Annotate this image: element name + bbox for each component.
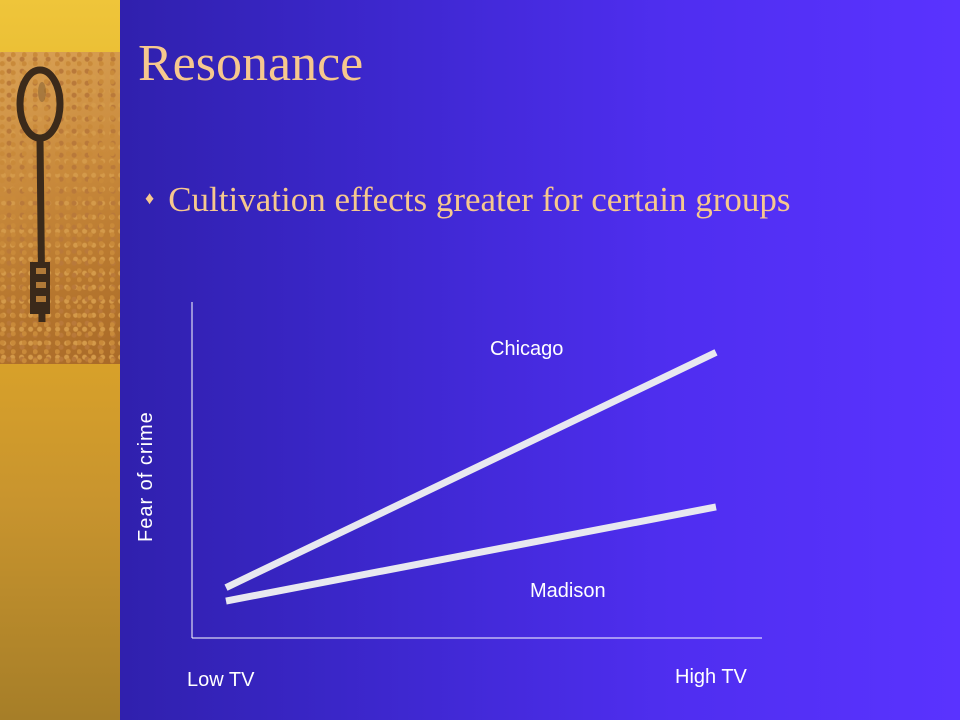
bullet-item: ♦ Cultivation effects greater for certai… (145, 180, 791, 220)
series-line-madison (225, 503, 717, 605)
key-image (0, 52, 120, 364)
x-label-low: Low TV (187, 669, 255, 691)
bullet-text: Cultivation effects greater for certain … (168, 180, 791, 219)
series-label-madison: Madison (530, 580, 606, 602)
y-axis-label: Fear of crime (135, 411, 157, 542)
diamond-bullet-icon: ♦ (145, 187, 155, 208)
slide-title: Resonance (138, 35, 364, 92)
x-label-high: High TV (675, 666, 748, 688)
series-label-chicago: Chicago (490, 338, 563, 360)
series-line-chicago (224, 349, 718, 591)
